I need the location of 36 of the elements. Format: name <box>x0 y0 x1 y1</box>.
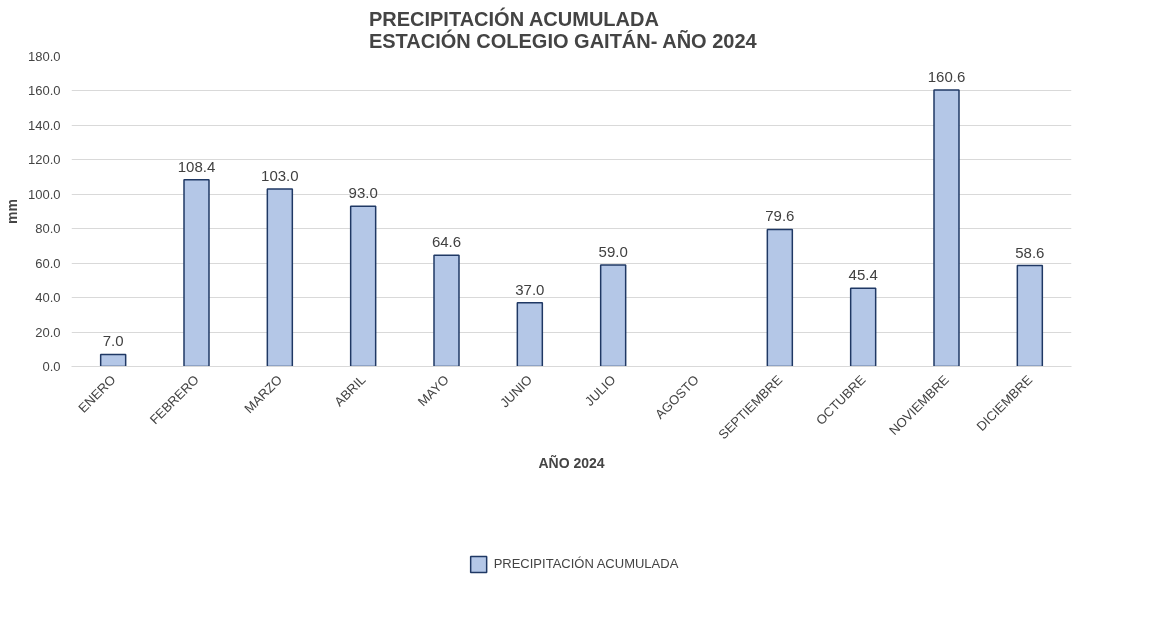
y-tick-label: 140.0 <box>27 117 61 133</box>
x-axis-title: AÑO 2024 <box>538 454 605 472</box>
data-label: 108.4 <box>177 157 216 175</box>
data-label: 93.0 <box>348 184 378 202</box>
data-label: 160.6 <box>927 67 966 85</box>
bar <box>516 302 544 367</box>
bar <box>766 228 794 367</box>
y-tick-label: 160.0 <box>27 83 61 99</box>
bar <box>183 179 210 367</box>
y-tick-label: 80.0 <box>35 221 61 237</box>
y-tick-label: 180.0 <box>27 49 61 64</box>
bar <box>349 205 377 367</box>
legend-label: PRECIPITACIÓN ACUMULADA <box>493 556 679 571</box>
bar <box>1016 264 1044 367</box>
data-label: 59.0 <box>598 242 628 260</box>
data-label: 79.6 <box>765 207 795 225</box>
y-axis-title: mm <box>3 199 20 224</box>
bar <box>99 353 127 367</box>
y-tick-label: 20.0 <box>35 324 61 340</box>
data-label: 45.4 <box>848 266 878 284</box>
chart-title: PRECIPITACIÓN ACUMULADA ESTACIÓN COLEGIO GAITÁN- AÑO 2024 <box>368 6 758 52</box>
data-label: 58.6 <box>1015 243 1045 261</box>
data-label: 103.0 <box>261 167 299 185</box>
bar <box>933 89 960 367</box>
data-label: 64.6 <box>431 233 462 251</box>
y-tick-label: 0.0 <box>42 359 61 374</box>
data-label: 37.0 <box>515 280 545 298</box>
bar <box>433 254 460 367</box>
bar <box>599 264 627 367</box>
y-tick-label: 40.0 <box>35 290 61 306</box>
data-label: 7.0 <box>102 332 124 350</box>
y-tick-label: 100.0 <box>27 186 61 202</box>
bar <box>849 287 877 367</box>
bar <box>266 188 294 367</box>
y-tick-label: 120.0 <box>27 152 61 168</box>
y-tick-label: 60.0 <box>35 255 61 271</box>
